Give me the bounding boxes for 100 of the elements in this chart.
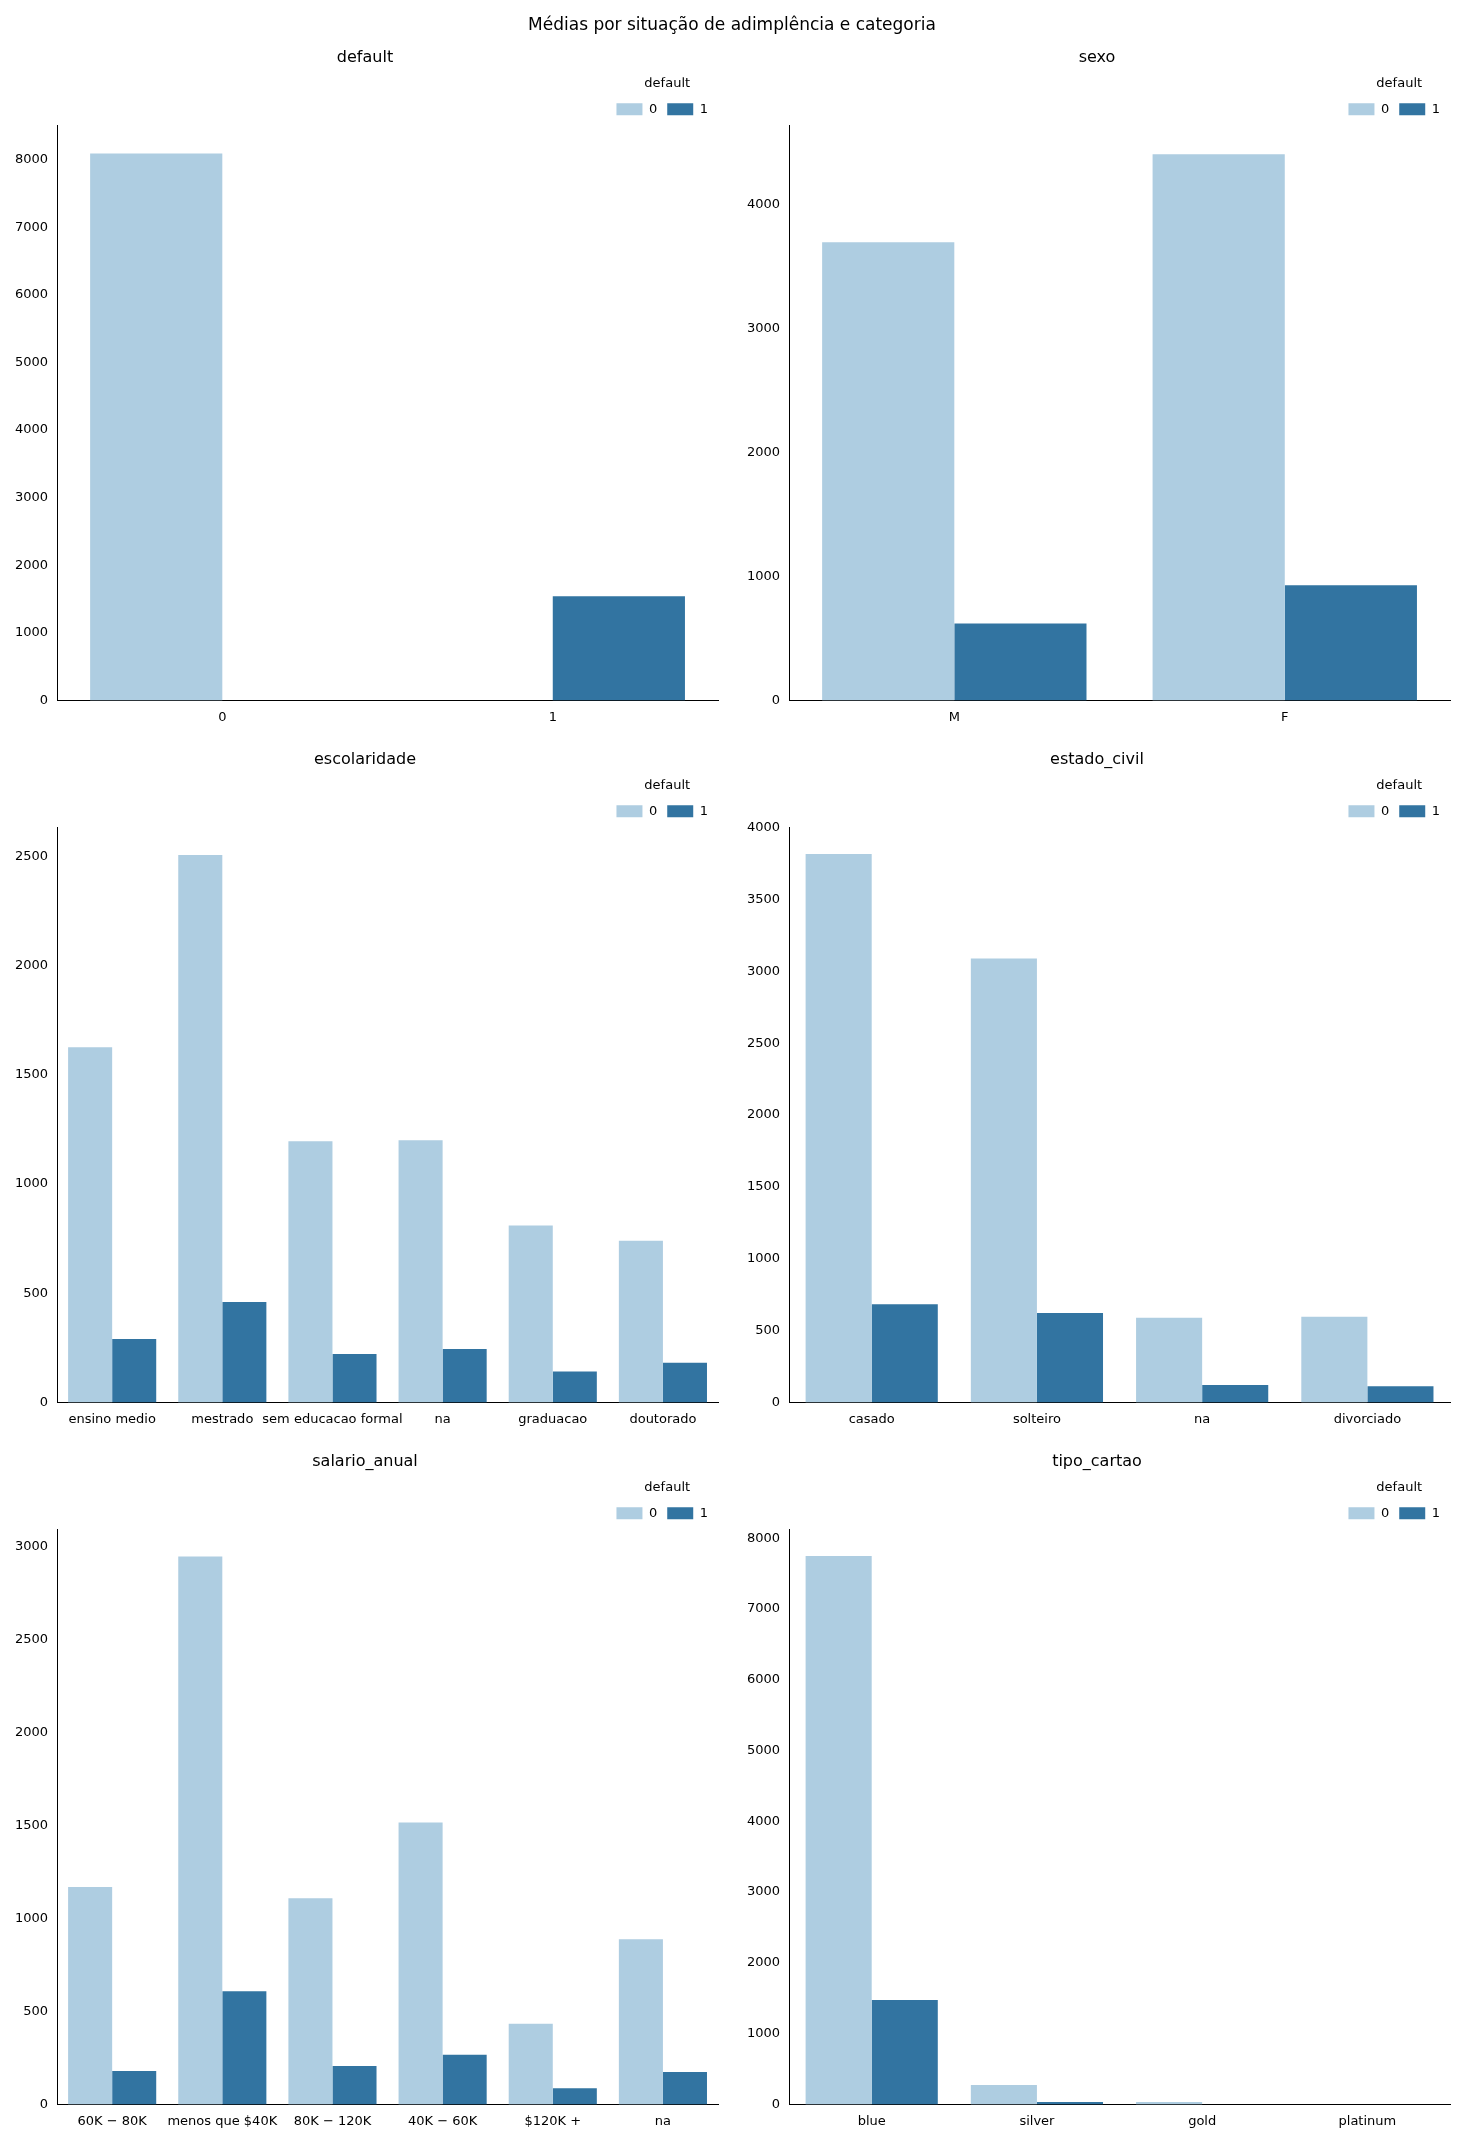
bar [552,2088,597,2105]
x-tick-label: na [654,2112,672,2128]
x-tick-label: $120K + [524,2112,582,2128]
y-tick-label: 2000 [14,956,49,972]
bar [1367,1386,1434,1403]
text: Médias por situação de adimplência e categoria [527,13,937,36]
y-tick-label: 1000 [746,567,781,583]
x-tick-label: M [948,708,960,724]
y-tick-label: 2000 [746,1954,781,1970]
y-tick-label: 3000 [746,320,781,336]
bar [442,2054,487,2105]
bar [508,1225,553,1403]
legend-label: 0 [648,802,658,818]
bar [618,1240,663,1403]
legend-title: default [1376,777,1423,793]
bar [970,2084,1037,2105]
bar [68,1887,113,2105]
y-tick-label: 5000 [14,353,49,369]
y-tick-label: 0 [771,691,781,707]
x-tick-label: F [1281,708,1289,724]
x-tick-label: 40K − 60K [407,2112,478,2128]
y-tick-label: 1500 [746,1178,781,1194]
x-tick-label: sem educacao formal [262,1410,403,1426]
y-tick-label: 2500 [746,1034,781,1050]
x-tick-label: na [1194,1410,1211,1426]
y-tick-label: 1000 [746,2025,781,2041]
y-tick-label: 1500 [14,1816,49,1832]
y-tick-label: 2000 [746,444,781,460]
x-tick-label: menos que $40K [167,2112,278,2128]
bar [1284,585,1417,701]
x-tick-label: casado [848,1410,895,1426]
bar [1152,154,1285,701]
y-tick-label: 2000 [746,1106,781,1122]
x-tick-label: na [434,1410,451,1426]
y-tick-label: 500 [755,1321,781,1337]
bar [662,1362,707,1403]
chart-title: sexo [1078,46,1116,66]
y-tick-label: 0 [771,1393,781,1409]
bar [178,855,223,1403]
y-tick-label: 4000 [14,421,49,437]
bar [112,2070,157,2105]
y-tick-label: 1000 [14,1175,49,1191]
x-tick-label: 60K − 80K [77,2112,148,2128]
y-tick-label: 0 [771,2095,781,2111]
y-tick-label: 3000 [746,962,781,978]
x-tick-label: silver [1019,2112,1056,2128]
y-tick-label: 0 [39,691,49,707]
bar [1036,1312,1104,1403]
x-tick-label: 0 [218,708,227,724]
legend-label: 0 [1380,1504,1390,1520]
y-tick-label: 7000 [746,1600,781,1616]
bar [288,1141,333,1403]
legend-label: 0 [1380,100,1390,116]
chart-title: estado_civil [1050,748,1144,769]
legend-title: default [1376,75,1423,91]
bar [805,853,872,1403]
x-tick-label: 80K − 120K [293,2112,372,2128]
y-tick-label: 2000 [14,1723,49,1739]
x-tick-label: divorciado [1333,1410,1402,1426]
legend-title: default [1376,1479,1423,1495]
chart-title: escolaridade [314,748,416,768]
legend-label: 1 [1431,100,1441,116]
x-tick-label: ensino medio [68,1410,156,1426]
y-tick-label: 5000 [746,1741,781,1757]
y-tick-label: 500 [23,1284,49,1300]
x-tick-label: gold [1188,2112,1217,2128]
legend-label: 1 [699,100,709,116]
bar [332,1353,377,1403]
y-tick-label: 6000 [14,286,49,302]
y-tick-label: 0 [39,2095,49,2111]
bar [398,1822,443,2105]
legend-title: default [644,1479,691,1495]
bar [442,1349,487,1403]
y-tick-label: 1000 [14,1909,49,1925]
legend-label: 0 [648,1504,658,1520]
legend-title: default [644,777,691,793]
bar [954,623,1087,701]
y-tick-label: 2500 [14,847,49,863]
y-tick-label: 2500 [14,1630,49,1646]
chart-title: salario_anual [312,1450,418,1471]
x-tick-label: doutorado [629,1410,697,1426]
x-tick-label: blue [857,2112,886,2128]
legend-label: 1 [1431,802,1441,818]
bar [970,958,1037,1403]
y-tick-label: 3000 [746,1883,781,1899]
x-tick-label: 1 [548,708,557,724]
bar [1202,1385,1269,1403]
legend-label: 1 [699,1504,709,1520]
y-tick-label: 1000 [746,1250,781,1266]
bar [822,242,955,701]
bar [68,1047,113,1403]
bar [805,1555,872,2105]
y-tick-label: 8000 [746,1529,781,1545]
bar [552,1371,597,1403]
x-tick-label: platinum [1338,2112,1397,2128]
bar [662,2072,707,2105]
x-tick-label: graduacao [518,1410,588,1426]
y-tick-label: 500 [23,2002,49,2018]
y-tick-label: 0 [39,1393,49,1409]
chart-title: default [336,46,394,66]
